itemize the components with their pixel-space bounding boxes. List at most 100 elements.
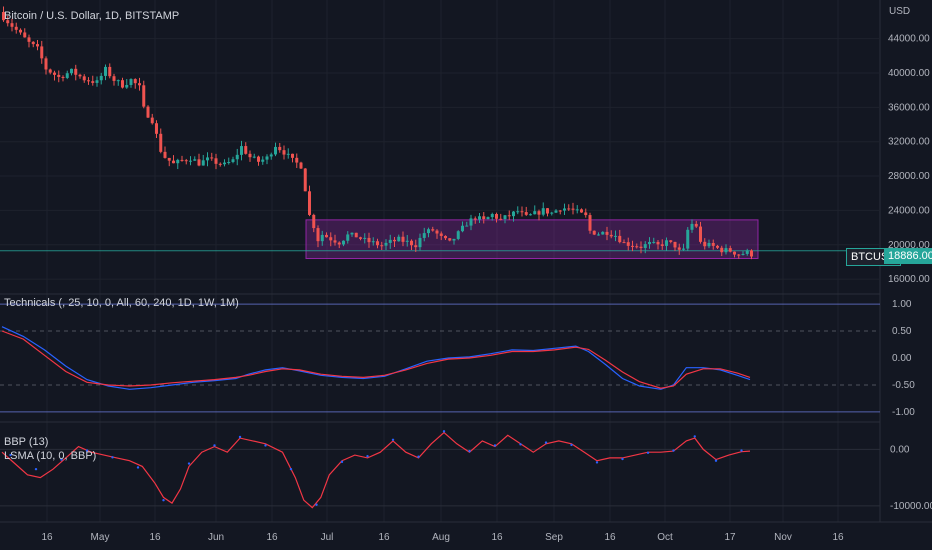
candle-body xyxy=(435,230,439,234)
candle-body xyxy=(61,76,65,78)
candle-body xyxy=(325,234,328,238)
candle-body xyxy=(537,211,541,215)
candle-body xyxy=(159,133,163,152)
bbp-indicator-label[interactable]: BBP (13) xyxy=(4,436,49,448)
candle-body xyxy=(286,153,290,155)
candle-body xyxy=(473,218,477,220)
bbp-point xyxy=(468,449,471,453)
candle-body xyxy=(686,229,690,249)
candle-body xyxy=(529,214,532,216)
candle-body xyxy=(104,66,107,76)
candle-body xyxy=(448,238,452,241)
candle-body xyxy=(303,168,307,192)
candle-body xyxy=(571,208,575,210)
candle-body xyxy=(346,234,350,241)
candle-body xyxy=(694,223,698,227)
bbp-point xyxy=(187,462,191,465)
candle-body xyxy=(588,215,592,231)
candle-body xyxy=(27,37,31,42)
bbp-y-tick-label: -10000.00 xyxy=(890,501,932,512)
candle-body xyxy=(665,240,668,246)
candle-body xyxy=(65,73,69,78)
candle-body xyxy=(728,248,732,252)
candle-body xyxy=(184,160,188,162)
candle-body xyxy=(469,218,473,226)
candle-body xyxy=(189,160,192,162)
candle-body xyxy=(74,68,78,75)
candle-body xyxy=(359,237,362,239)
y-tick-label: 36000.00 xyxy=(888,102,930,113)
candle-body xyxy=(478,216,481,220)
candle-body xyxy=(193,159,197,161)
lsma-indicator-label[interactable]: LSMA (10, 0, BBP) xyxy=(4,450,97,462)
candle-body xyxy=(745,250,749,254)
candle-body xyxy=(333,240,337,243)
technicals-y-tick-label: -1.00 xyxy=(892,407,915,418)
x-tick-label: 16 xyxy=(266,532,278,543)
x-tick-label: 16 xyxy=(491,532,503,543)
candle-body xyxy=(397,236,401,242)
candle-body xyxy=(95,80,99,83)
candle-body xyxy=(592,230,596,235)
candle-body xyxy=(371,241,375,243)
candle-body xyxy=(499,218,503,220)
candle-body xyxy=(142,85,146,107)
bbp-point xyxy=(213,444,216,447)
last-price-tag: 18886.00 xyxy=(884,248,932,264)
y-tick-label: 16000.00 xyxy=(888,274,930,285)
bbp-point xyxy=(621,457,624,461)
candle-body xyxy=(520,211,524,213)
candle-body xyxy=(422,233,426,238)
candle-body xyxy=(31,41,35,45)
candle-body xyxy=(2,12,5,21)
x-tick-label: 16 xyxy=(149,532,161,543)
candle-body xyxy=(486,217,490,220)
candle-body xyxy=(112,76,116,81)
x-tick-label: May xyxy=(91,532,110,543)
lsma-line xyxy=(1,431,751,509)
candle-body xyxy=(172,160,175,164)
technicals-indicator-label[interactable]: Technicals (, 25, 10, 0, All, 60, 240, 1… xyxy=(4,297,239,309)
bbp-point xyxy=(9,453,12,457)
candle-body xyxy=(210,157,214,159)
candle-body xyxy=(380,245,384,247)
candle-body xyxy=(580,209,583,213)
bbp-point xyxy=(519,443,522,446)
candle-body xyxy=(716,245,719,248)
candle-body xyxy=(393,239,396,242)
bbp-point xyxy=(264,444,267,447)
bbp-point xyxy=(289,467,293,471)
bbp-point xyxy=(391,438,395,442)
candle-body xyxy=(248,153,252,158)
candle-body xyxy=(240,146,243,155)
bbp-point xyxy=(595,461,599,464)
candle-body xyxy=(618,235,622,243)
candle-body xyxy=(533,211,537,215)
candle-body xyxy=(299,162,303,169)
candle-body xyxy=(155,123,158,134)
candle-body xyxy=(23,32,27,38)
candle-body xyxy=(53,72,56,75)
candle-body xyxy=(146,106,150,118)
candle-body xyxy=(461,225,464,232)
bbp-point xyxy=(34,467,38,471)
bbp-point xyxy=(366,454,369,458)
candle-body xyxy=(138,83,141,86)
candle-body xyxy=(150,117,154,124)
candle-body xyxy=(201,160,205,166)
candle-body xyxy=(507,215,511,217)
bbp-point xyxy=(493,444,497,447)
candle-body xyxy=(269,154,273,157)
candle-body xyxy=(677,247,681,250)
candle-body xyxy=(78,74,82,77)
candle-body xyxy=(367,237,371,243)
candle-body xyxy=(541,208,545,215)
candle-body xyxy=(584,212,588,216)
candle-body xyxy=(129,79,133,85)
bbp-point xyxy=(714,459,718,462)
bbp-point xyxy=(672,449,675,452)
technicals-y-tick-label: 0.50 xyxy=(892,326,912,337)
candle-body xyxy=(342,240,345,245)
x-tick-label: Nov xyxy=(774,532,792,543)
